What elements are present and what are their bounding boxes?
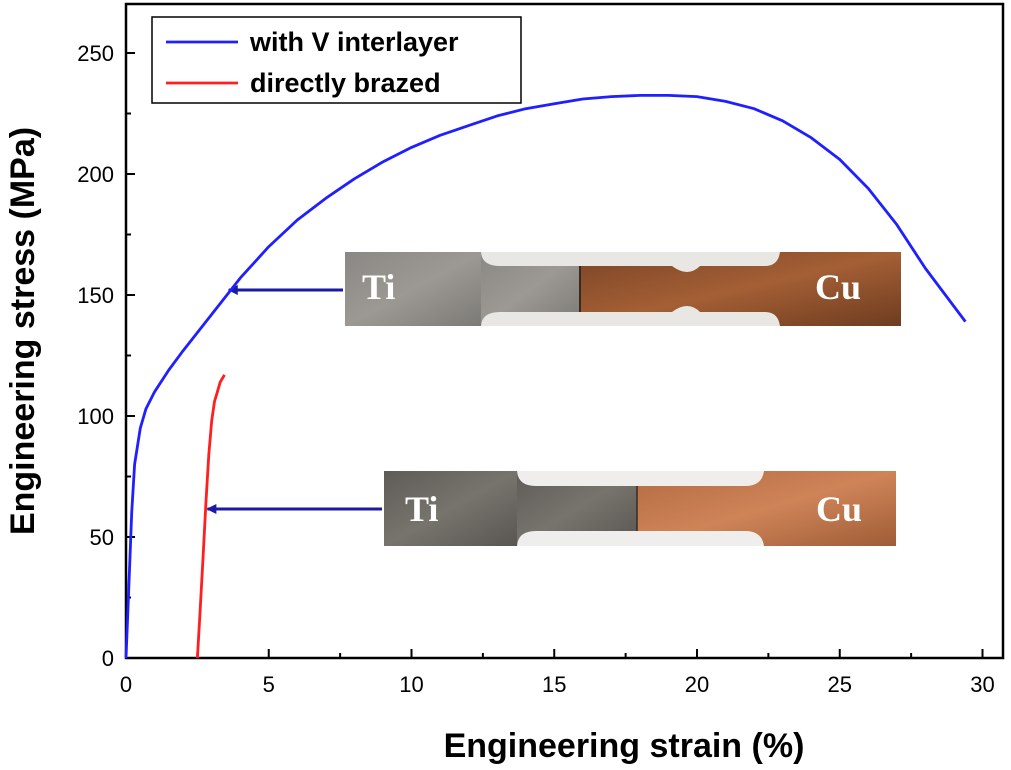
x-tick-label: 15	[542, 672, 566, 697]
x-tick-label: 5	[263, 672, 275, 697]
specimen-photo-v-interlayer: Ti Cu	[345, 252, 901, 326]
tick-labels: 0 5 10 15 20 25 30 0 50 100 150 200 250	[77, 41, 994, 697]
y-tick-label: 100	[77, 404, 114, 429]
x-tick-label: 25	[828, 672, 852, 697]
series-line-directly-brazed	[196, 374, 226, 659]
legend-label-directly-brazed: directly brazed	[250, 68, 441, 98]
y-axis-title: Engineering stress (MPa)	[4, 127, 42, 535]
x-axis-title: Engineering strain (%)	[444, 727, 805, 765]
x-tick-label: 30	[970, 672, 994, 697]
specimen-photo-directly-brazed: Ti Cu	[384, 471, 896, 546]
y-tick-label: 50	[90, 525, 114, 550]
x-tick-label: 0	[120, 672, 132, 697]
x-tick-label: 20	[685, 672, 709, 697]
y-tick-label: 150	[77, 283, 114, 308]
photo1-ti-label: Ti	[362, 267, 395, 307]
legend: with V interlayer directly brazed	[151, 16, 522, 104]
y-tick-label: 200	[77, 162, 114, 187]
x-tick-label: 10	[399, 672, 423, 697]
photo1-cu-label: Cu	[815, 267, 861, 307]
plot-frame	[124, 2, 1005, 660]
y-tick-label: 250	[77, 41, 114, 66]
series-line-with-v-interlayer	[124, 94, 967, 659]
y-tick-label: 0	[102, 646, 114, 671]
axis-ticks	[125, 52, 984, 659]
legend-box	[151, 16, 522, 104]
photo2-cu-label: Cu	[816, 489, 862, 529]
legend-label-with-v-interlayer: with V interlayer	[249, 27, 459, 57]
photo2-ti-label: Ti	[405, 489, 438, 529]
